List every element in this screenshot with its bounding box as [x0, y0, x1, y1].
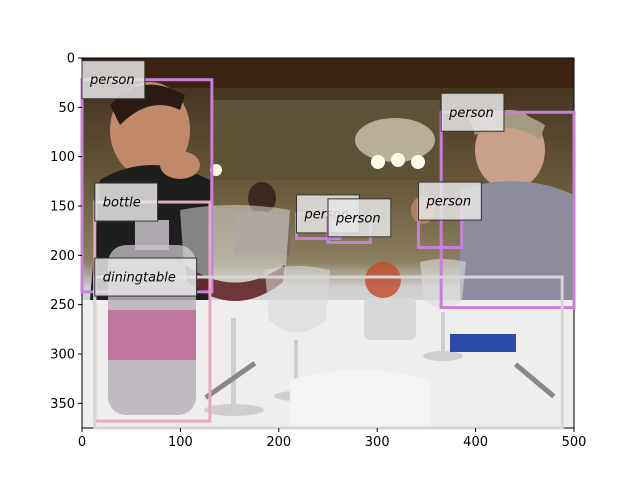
label-box: [418, 181, 482, 221]
y-tick-label: 50: [58, 101, 75, 116]
label-box: [327, 198, 392, 238]
detection-bottle: bottle: [93, 182, 212, 423]
detection-label: person: [426, 195, 472, 210]
label-box: [440, 92, 505, 132]
y-tick-label: 0: [67, 52, 75, 67]
x-tick-label: 400: [463, 435, 488, 450]
detections-layer: personpersonpersonpersonpersonbottledini…: [80, 60, 576, 430]
x-tick-label: 0: [78, 435, 86, 450]
detection-person: person: [417, 181, 482, 249]
y-tick-label: 150: [50, 200, 75, 215]
detection-label: person: [335, 211, 381, 226]
x-tick-label: 100: [168, 435, 193, 450]
bounding-box: [93, 275, 564, 430]
detection-label: bottle: [103, 196, 141, 211]
x-tick-label: 200: [266, 435, 291, 450]
detection-label: person: [448, 106, 494, 121]
label-box: [81, 60, 146, 100]
x-tick-label: 300: [365, 435, 390, 450]
y-tick-label: 300: [50, 348, 75, 363]
y-tick-label: 350: [50, 397, 75, 412]
y-axis: 0 50 100 150 200 250 300 350: [50, 52, 82, 412]
y-tick-label: 200: [50, 249, 75, 264]
y-tick-label: 100: [50, 150, 75, 165]
detection-person: person: [326, 198, 392, 245]
y-tick-label: 250: [50, 298, 75, 313]
label-box: [94, 257, 198, 297]
x-tick-label: 500: [562, 435, 587, 450]
label-box: [94, 182, 159, 222]
detection-label: diningtable: [103, 271, 176, 286]
detection-label: person: [89, 73, 135, 88]
detection-diningtable: diningtable: [93, 257, 564, 430]
x-axis: 0 100 200 300 400 500: [78, 428, 587, 450]
